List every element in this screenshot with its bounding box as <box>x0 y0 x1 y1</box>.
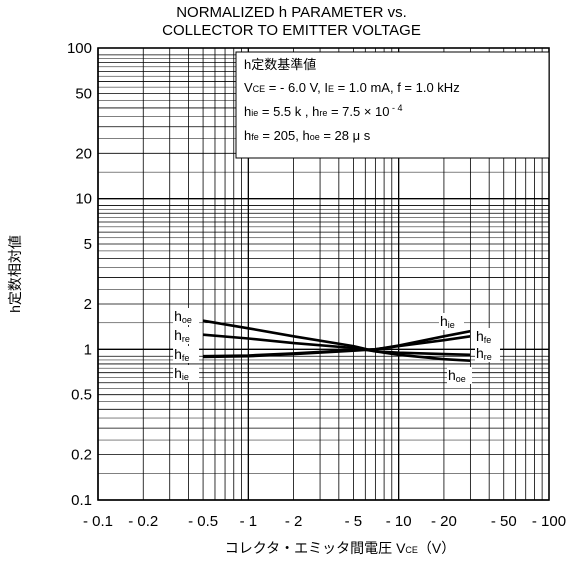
y-tick-label: 1 <box>84 341 92 358</box>
y-tick-label: 100 <box>67 40 92 57</box>
y-tick-label: 20 <box>75 145 92 162</box>
y-tick-label: 2 <box>84 296 92 313</box>
curve-label-bg <box>173 365 200 382</box>
curve-label-right-hoe: hoe <box>448 367 466 384</box>
curve-label-right-hre: hre <box>476 345 492 362</box>
curve-label-bg <box>173 346 200 363</box>
curve-label-bg <box>173 327 200 344</box>
curve-label-bg <box>439 313 464 330</box>
curve-label-bg <box>475 328 500 345</box>
curve-label-left-hfe: hfe <box>174 346 189 363</box>
x-tick-label: - 100 <box>532 513 566 530</box>
y-tick-label: 0.2 <box>71 447 92 464</box>
y-tick-label: 10 <box>75 191 92 208</box>
x-tick-label: - 10 <box>386 513 412 530</box>
x-tick-label: - 1 <box>240 513 258 530</box>
curve-label-right-hfe: hfe <box>476 328 491 345</box>
chart-title-line2: COLLECTOR TO EMITTER VOLTAGE <box>162 22 421 39</box>
curve-label-bg <box>447 367 472 384</box>
y-tick-label: 50 <box>75 85 92 102</box>
curve-label-left-hre: hre <box>174 327 190 344</box>
y-tick-labels: 100 50 20 10 5 2 1 0.5 0.2 0.1 <box>67 40 92 509</box>
y-tick-label: 0.1 <box>71 492 92 509</box>
curve-label-bg <box>475 345 500 362</box>
reference-values-box: h定数基準値 VCE = - 6.0 V, IE = 1.0 mA, f = 1… <box>235 51 550 159</box>
y-axis-label: h定数相対値 <box>7 235 23 313</box>
curve-label-right-hie: hie <box>440 313 455 330</box>
reference-values-hfe-hoe: hfe = 205, hoe = 28 μ s <box>244 128 371 143</box>
reference-values-heading: h定数基準値 <box>244 57 316 72</box>
x-tick-label: - 5 <box>345 513 363 530</box>
curve-label-bg <box>173 308 200 325</box>
curve-label-left-hie: hie <box>174 365 189 382</box>
series-line-hie <box>203 329 471 359</box>
chart-title-line1: NORMALIZED h PARAMETER vs. <box>176 4 407 21</box>
curve-label-left-hoe: hoe <box>174 308 192 325</box>
x-tick-labels: - 0.1 - 0.2 - 0.5 - 1 - 2 - 5 - 10 - 20 - 50 - 10… <box>83 513 566 530</box>
x-tick-label: - 0.1 <box>83 513 113 530</box>
x-axis-label: コレクタ・エミッタ間電圧 VCE（V） <box>225 540 456 556</box>
plot-frame <box>97 47 550 501</box>
x-tick-label: - 2 <box>285 513 303 530</box>
y-tick-label: 5 <box>84 236 92 253</box>
x-tick-label: - 20 <box>431 513 457 530</box>
x-tick-label: - 0.2 <box>128 513 158 530</box>
x-tick-label: - 0.5 <box>188 513 218 530</box>
x-tick-label: - 50 <box>491 513 517 530</box>
y-tick-label: 0.5 <box>71 387 92 404</box>
reference-values-conditions: VCE = - 6.0 V, IE = 1.0 mA, f = 1.0 kHz <box>244 80 460 95</box>
reference-values-hie-hre: hie = 5.5 k , hre = 7.5 × 10 - 4 <box>244 103 403 119</box>
